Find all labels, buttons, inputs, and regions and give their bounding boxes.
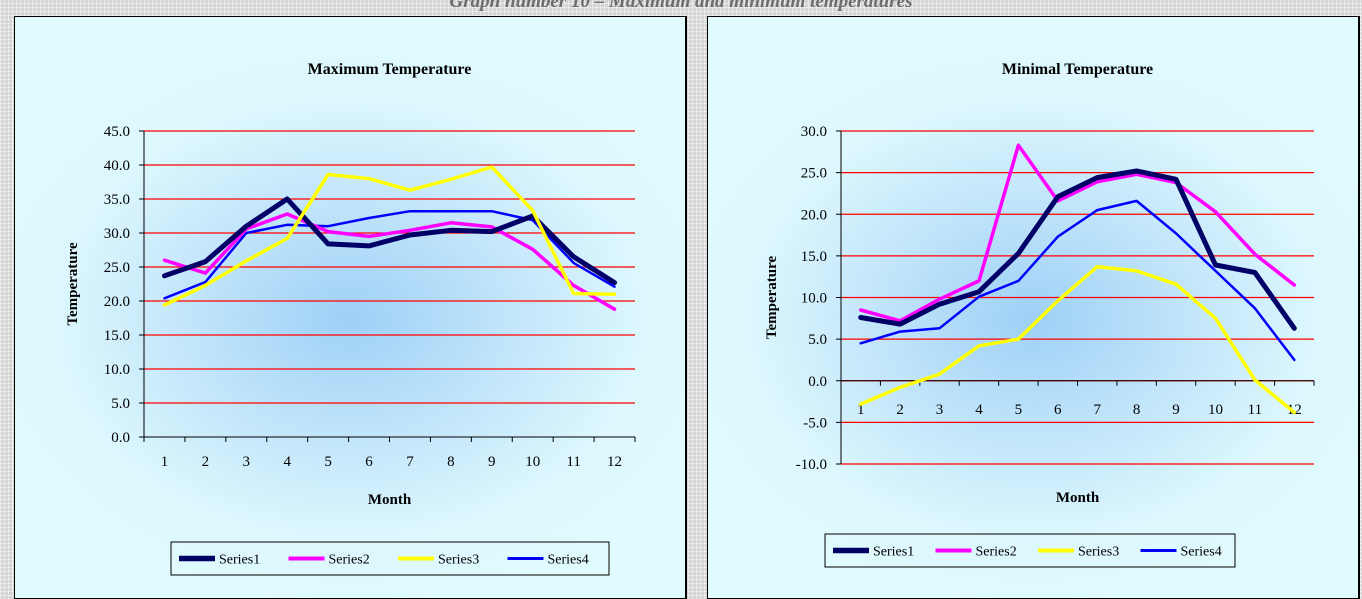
x-tick-label: 3 (243, 454, 251, 470)
y-tick-label: 0.0 (808, 374, 827, 390)
legend-label-series4: Series4 (548, 553, 589, 568)
y-tick-label: 30.0 (104, 226, 130, 242)
page-heading: Graph number 10 – Maximum and minimum te… (449, 0, 913, 12)
y-axis-title: Temperature (764, 256, 780, 340)
y-tick-label: 15.0 (801, 249, 827, 265)
y-tick-label: -10.0 (796, 457, 827, 473)
x-tick-label: 12 (607, 454, 622, 470)
y-tick-label: 0.0 (111, 430, 130, 446)
y-tick-label: 40.0 (104, 158, 130, 174)
x-tick-label: 4 (975, 402, 983, 418)
y-tick-label: 20.0 (801, 207, 827, 223)
series-line-series3 (162, 165, 617, 307)
y-axis-title: Temperature (65, 242, 81, 326)
x-tick-label: 7 (1093, 402, 1101, 418)
series-line-series3 (858, 264, 1297, 415)
y-tick-label: 20.0 (104, 294, 130, 310)
legend-label-series1: Series1 (219, 553, 260, 568)
y-tick-label: 35.0 (104, 192, 130, 208)
x-tick-label: 9 (488, 454, 496, 470)
y-tick-label: 30.0 (801, 124, 827, 140)
x-tick-label: 8 (1133, 402, 1141, 418)
x-tick-label: 1 (857, 402, 865, 418)
legend-box (170, 541, 610, 576)
x-tick-label: 6 (1054, 402, 1062, 418)
chart-title: Minimal Temperature (1002, 61, 1153, 78)
x-tick-label: 10 (525, 454, 540, 470)
legend-label-series2: Series2 (976, 545, 1017, 560)
x-tick-label: 4 (283, 454, 291, 470)
y-tick-label: 45.0 (104, 124, 130, 140)
legend-label-series1: Series1 (873, 545, 914, 560)
y-tick-label: 25.0 (104, 260, 130, 276)
x-tick-label: 6 (365, 454, 373, 470)
series-line-series1 (858, 168, 1297, 331)
series-line-series2 (858, 143, 1297, 323)
x-tick-label: 1 (161, 454, 169, 470)
x-tick-label: 12 (1287, 402, 1302, 418)
y-tick-label: 15.0 (104, 328, 130, 344)
y-tick-label: -5.0 (803, 415, 827, 431)
legend-label-series3: Series3 (438, 553, 479, 568)
chart-title: Maximum Temperature (308, 61, 472, 78)
x-tick-label: 3 (936, 402, 944, 418)
y-tick-label: 10.0 (801, 291, 827, 307)
x-tick-label: 10 (1208, 402, 1223, 418)
x-tick-label: 9 (1172, 402, 1180, 418)
legend-label-series3: Series3 (1078, 545, 1119, 560)
y-tick-label: 10.0 (104, 362, 130, 378)
y-tick-label: 5.0 (111, 396, 130, 412)
x-tick-label: 2 (202, 454, 210, 470)
x-tick-label: 2 (896, 402, 904, 418)
max-temperature-chart-panel: Maximum Temperature 0.0 5.0 10.0 15.0 20.0 25.… (14, 16, 687, 599)
min-temperature-chart: Minimal Temperature-10.0-5.00.05.010.015… (764, 61, 1315, 568)
x-tick-label: 11 (1248, 402, 1262, 418)
series-line-series2 (162, 212, 617, 311)
legend-label-series2: Series2 (329, 553, 370, 568)
x-axis-title: Month (1056, 490, 1100, 506)
y-tick-label: 25.0 (801, 166, 827, 182)
series-line-series4 (859, 199, 1296, 362)
x-tick-label: 5 (1015, 402, 1023, 418)
min-temperature-chart-panel: Minimal Temperature -10.0 -5.0 0.0 5.0 10.0 15… (707, 16, 1360, 599)
legend-label-series4: Series4 (1181, 545, 1222, 560)
x-tick-label: 7 (406, 454, 414, 470)
y-tick-label: 5.0 (808, 332, 827, 348)
x-axis-title: Month (368, 492, 412, 508)
legend-box (824, 533, 1236, 568)
series-line-series4 (163, 209, 616, 300)
x-tick-label: 11 (566, 454, 580, 470)
x-tick-label: 5 (324, 454, 332, 470)
x-tick-label: 8 (447, 454, 455, 470)
max-temperature-chart: Maximum Temperature 0.0 5.0 10.0 15.0 20.0 25.… (65, 61, 636, 576)
